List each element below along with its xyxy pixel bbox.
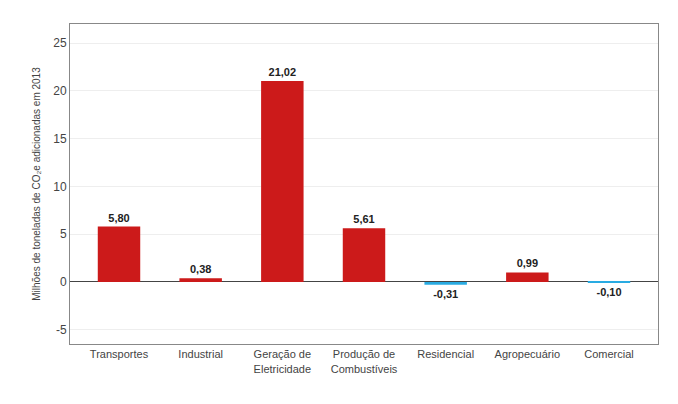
svg-text:21,02: 21,02 [269,66,297,78]
svg-text:10: 10 [53,180,67,194]
svg-text:20: 20 [53,84,67,98]
svg-text:0,38: 0,38 [190,263,211,275]
svg-text:Agropecuário: Agropecuário [495,348,560,360]
svg-text:Transportes: Transportes [90,348,149,360]
svg-text:Geração deEletricidade: Geração deEletricidade [254,348,311,374]
svg-text:0: 0 [60,275,67,289]
svg-text:25: 25 [53,36,67,50]
svg-text:-0,31: -0,31 [433,288,458,300]
svg-text:Residencial: Residencial [417,348,474,360]
svg-text:Milhões de toneladas de CO₂e a: Milhões de toneladas de CO₂e adicionadas… [31,67,42,301]
svg-text:Industrial: Industrial [178,348,223,360]
svg-text:-5: -5 [56,323,67,337]
svg-text:-0,10: -0,10 [596,286,621,298]
svg-text:5,80: 5,80 [108,212,129,224]
svg-text:Comercial: Comercial [584,348,634,360]
svg-text:15: 15 [53,132,67,146]
svg-text:Produção deCombustíveis: Produção deCombustíveis [331,348,398,374]
svg-text:0,99: 0,99 [517,257,538,269]
svg-text:5,61: 5,61 [353,213,374,225]
svg-text:5: 5 [60,227,67,241]
